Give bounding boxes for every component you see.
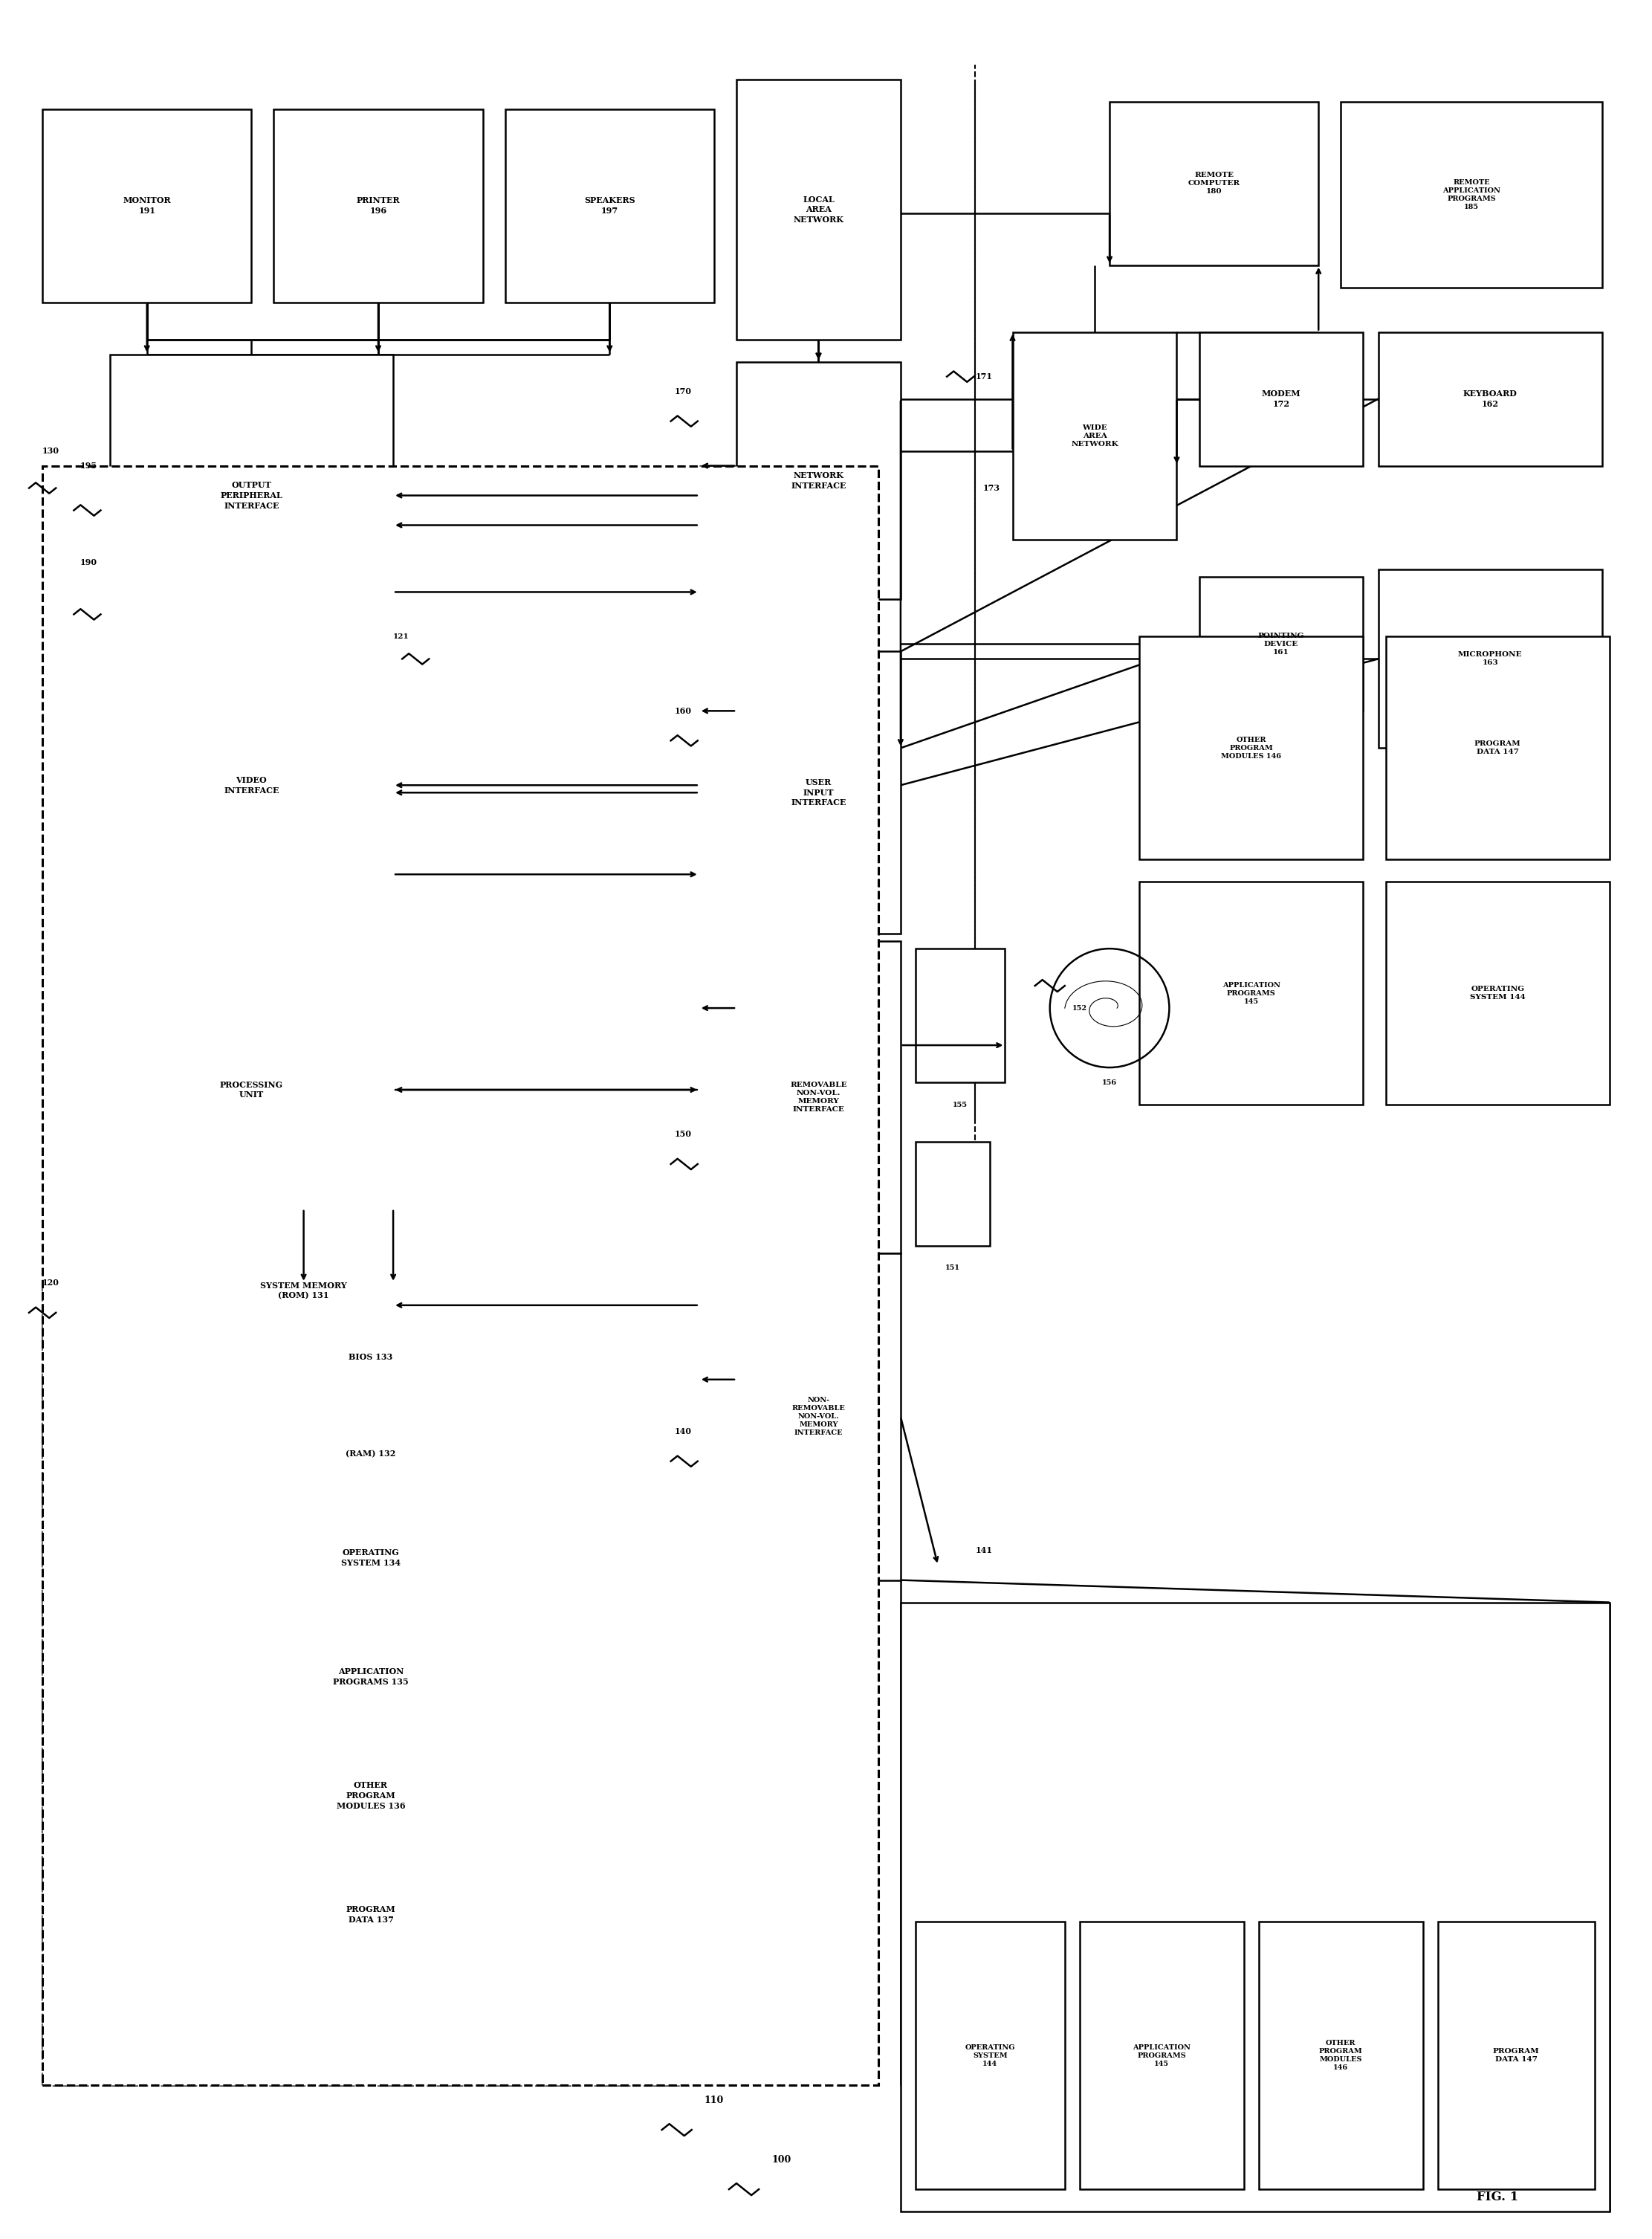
- Bar: [737, 1254, 900, 1581]
- Bar: [737, 363, 900, 600]
- Bar: [915, 949, 1004, 1081]
- Bar: [737, 78, 900, 340]
- Text: PROGRAM
DATA 147: PROGRAM DATA 147: [1474, 741, 1521, 755]
- Text: FIG. 1: FIG. 1: [1477, 2190, 1518, 2203]
- Bar: [43, 1283, 699, 2085]
- Text: KEYBOARD
162: KEYBOARD 162: [1464, 390, 1517, 407]
- Bar: [1110, 101, 1318, 264]
- Text: WIDE
AREA
NETWORK: WIDE AREA NETWORK: [1070, 425, 1118, 448]
- Text: 171: 171: [975, 372, 993, 381]
- Text: (RAM) 132: (RAM) 132: [345, 1449, 396, 1458]
- Text: MONITOR
191: MONITOR 191: [122, 197, 170, 215]
- Text: 140: 140: [674, 1428, 692, 1435]
- Text: PRINTER
196: PRINTER 196: [357, 197, 400, 215]
- Text: 151: 151: [945, 1265, 960, 1272]
- Bar: [64, 1626, 677, 1729]
- Bar: [1140, 882, 1363, 1104]
- Text: 156: 156: [1102, 1079, 1117, 1086]
- Bar: [1080, 1921, 1244, 2190]
- Text: OPERATING
SYSTEM
144: OPERATING SYSTEM 144: [965, 2044, 1016, 2067]
- Bar: [506, 110, 714, 302]
- Text: OPERATING
SYSTEM 134: OPERATING SYSTEM 134: [340, 1549, 400, 1567]
- Text: PROCESSING
UNIT: PROCESSING UNIT: [220, 1081, 282, 1099]
- Bar: [1386, 636, 1609, 860]
- Bar: [1140, 636, 1363, 860]
- Text: POINTING
DEVICE
161: POINTING DEVICE 161: [1257, 631, 1305, 656]
- Bar: [1259, 1921, 1422, 2190]
- Text: 173: 173: [983, 484, 999, 493]
- Bar: [64, 1408, 677, 1498]
- Text: OUTPUT
PERIPHERAL
INTERFACE: OUTPUT PERIPHERAL INTERFACE: [220, 481, 282, 510]
- Bar: [109, 354, 393, 636]
- Text: MICROPHONE
163: MICROPHONE 163: [1459, 652, 1523, 667]
- Text: 150: 150: [674, 1131, 692, 1137]
- Text: 152: 152: [1072, 1005, 1087, 1012]
- Bar: [64, 1863, 677, 1966]
- Text: SPEAKERS
197: SPEAKERS 197: [585, 197, 634, 215]
- Text: 155: 155: [953, 1102, 968, 1108]
- Bar: [43, 110, 251, 302]
- Text: 120: 120: [43, 1278, 59, 1287]
- Text: OPERATING
SYSTEM 144: OPERATING SYSTEM 144: [1470, 985, 1525, 1001]
- Bar: [1199, 578, 1363, 712]
- Bar: [64, 1507, 677, 1610]
- Text: BIOS 133: BIOS 133: [349, 1352, 393, 1361]
- Bar: [64, 1312, 677, 1402]
- Text: 100: 100: [771, 2154, 791, 2165]
- Text: 130: 130: [43, 448, 59, 455]
- Bar: [109, 674, 393, 896]
- Bar: [1378, 331, 1602, 466]
- Text: APPLICATION
PROGRAMS
145: APPLICATION PROGRAMS 145: [1222, 981, 1280, 1005]
- Text: 160: 160: [674, 708, 692, 714]
- Text: REMOVABLE
NON-VOL.
MEMORY
INTERFACE: REMOVABLE NON-VOL. MEMORY INTERFACE: [790, 1081, 847, 1113]
- Text: PROGRAM
DATA 147: PROGRAM DATA 147: [1493, 2049, 1540, 2062]
- Bar: [1341, 101, 1602, 287]
- Text: OTHER
PROGRAM
MODULES 146: OTHER PROGRAM MODULES 146: [1221, 737, 1282, 759]
- Text: OTHER
PROGRAM
MODULES 136: OTHER PROGRAM MODULES 136: [337, 1782, 405, 1809]
- Text: 141: 141: [975, 1547, 993, 1554]
- Text: OTHER
PROGRAM
MODULES
146: OTHER PROGRAM MODULES 146: [1318, 2040, 1363, 2071]
- Text: NON-
REMOVABLE
NON-VOL.
MEMORY
INTERFACE: NON- REMOVABLE NON-VOL. MEMORY INTERFACE: [791, 1397, 846, 1437]
- Text: REMOTE
APPLICATION
PROGRAMS
185: REMOTE APPLICATION PROGRAMS 185: [1442, 179, 1500, 210]
- Text: APPLICATION
PROGRAMS 135: APPLICATION PROGRAMS 135: [334, 1668, 408, 1686]
- Text: SYSTEM MEMORY
(ROM) 131: SYSTEM MEMORY (ROM) 131: [261, 1281, 347, 1299]
- Bar: [43, 466, 879, 2085]
- Bar: [1013, 331, 1176, 540]
- Text: 170: 170: [674, 387, 692, 396]
- Bar: [274, 110, 482, 302]
- Text: NETWORK
INTERFACE: NETWORK INTERFACE: [791, 472, 846, 490]
- Bar: [915, 1921, 1066, 2190]
- Bar: [64, 1744, 677, 1847]
- Text: 121: 121: [393, 634, 410, 640]
- Bar: [900, 1603, 1609, 2212]
- Text: APPLICATION
PROGRAMS
145: APPLICATION PROGRAMS 145: [1133, 2044, 1191, 2067]
- Bar: [1437, 1921, 1594, 2190]
- Text: MODEM
172: MODEM 172: [1262, 390, 1300, 407]
- Bar: [1378, 569, 1602, 748]
- Bar: [1386, 882, 1609, 1104]
- Text: LOCAL
AREA
NETWORK: LOCAL AREA NETWORK: [793, 195, 844, 224]
- Text: VIDEO
INTERFACE: VIDEO INTERFACE: [223, 777, 279, 795]
- Text: REMOTE
COMPUTER
180: REMOTE COMPUTER 180: [1188, 172, 1241, 195]
- Bar: [737, 940, 900, 1254]
- Text: 195: 195: [79, 461, 97, 470]
- Bar: [915, 1142, 990, 1245]
- Text: USER
INPUT
INTERFACE: USER INPUT INTERFACE: [791, 779, 846, 806]
- Bar: [737, 652, 900, 934]
- Text: PROGRAM
DATA 137: PROGRAM DATA 137: [345, 1905, 395, 1923]
- Bar: [1199, 331, 1363, 466]
- Bar: [109, 972, 393, 1209]
- Text: 110: 110: [704, 2096, 724, 2105]
- Text: 190: 190: [79, 558, 97, 566]
